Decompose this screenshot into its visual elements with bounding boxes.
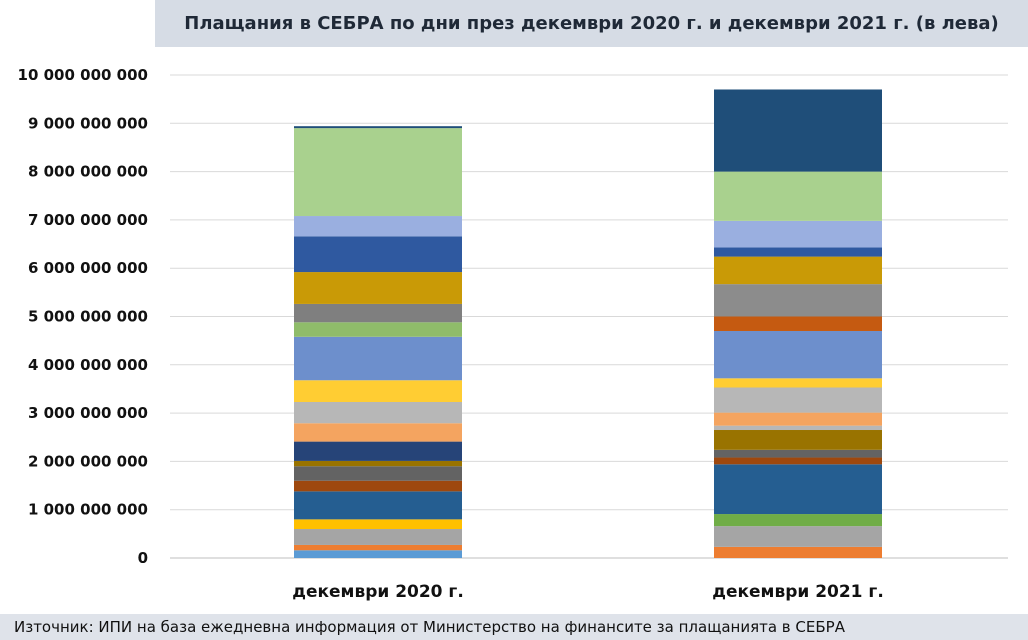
chart-title-bar: Плащания в СЕБРА по дни през декември 20… bbox=[155, 0, 1028, 47]
bar-segment bbox=[714, 316, 882, 331]
bar-segment bbox=[714, 387, 882, 413]
y-tick-label: 9 000 000 000 bbox=[28, 114, 148, 132]
y-tick-label: 5 000 000 000 bbox=[28, 308, 148, 326]
bar-segment bbox=[294, 519, 462, 530]
y-tick-label: 8 000 000 000 bbox=[28, 163, 148, 181]
y-tick-label: 4 000 000 000 bbox=[28, 356, 148, 374]
bar-segment bbox=[294, 550, 462, 558]
stacked-bar-chart: 0 1 000 000 000 2 000 000 000 3 000 000 000… bbox=[18, 66, 1008, 602]
bar-segment bbox=[714, 526, 882, 547]
bar-segment bbox=[294, 126, 462, 129]
bar-segment bbox=[714, 425, 882, 431]
bar-segment bbox=[714, 457, 882, 465]
y-tick-label: 0 bbox=[138, 549, 148, 567]
y-tick-label: 6 000 000 000 bbox=[28, 259, 148, 277]
bar-segment bbox=[714, 256, 882, 285]
bar-segment bbox=[294, 322, 462, 337]
bar-segment bbox=[714, 412, 882, 426]
bar-segment bbox=[714, 449, 882, 458]
y-tick-label: 7 000 000 000 bbox=[28, 211, 148, 229]
chart-title: Плащания в СЕБРА по дни през декември 20… bbox=[184, 13, 999, 34]
source-footer: Източник: ИПИ на база ежедневна информац… bbox=[0, 614, 1028, 640]
x-category-label: декември 2020 г. bbox=[292, 582, 464, 602]
bar-segment bbox=[714, 430, 882, 450]
source-note: Източник: ИПИ на база ежедневна информац… bbox=[14, 618, 845, 636]
bar-segment bbox=[714, 464, 882, 515]
bar-segment bbox=[294, 128, 462, 217]
bar-segment bbox=[714, 220, 882, 248]
bar-segment bbox=[294, 380, 462, 402]
bar-segment bbox=[294, 336, 462, 381]
bar-segment bbox=[294, 303, 462, 323]
bar-segment bbox=[294, 466, 462, 481]
bar-segment bbox=[714, 89, 882, 172]
bar-segment bbox=[294, 423, 462, 442]
bar-segment bbox=[294, 529, 462, 545]
bar-segment bbox=[294, 272, 462, 304]
y-tick-label: 2 000 000 000 bbox=[28, 452, 148, 470]
bar-segment bbox=[714, 284, 882, 317]
x-category-label: декември 2021 г. bbox=[712, 582, 884, 602]
bar-segment bbox=[294, 480, 462, 492]
bar-segment bbox=[294, 401, 462, 424]
y-tick-label: 10 000 000 000 bbox=[18, 66, 148, 84]
bar-segment bbox=[714, 378, 882, 388]
bar-segment bbox=[294, 460, 462, 467]
bar-segment bbox=[294, 491, 462, 520]
bar-segment bbox=[714, 171, 882, 221]
bar-segment bbox=[714, 546, 882, 558]
bar-segment bbox=[294, 544, 462, 551]
bar-segment bbox=[294, 216, 462, 237]
bar-segment bbox=[714, 330, 882, 379]
bar-segment bbox=[294, 441, 462, 461]
y-tick-label: 3 000 000 000 bbox=[28, 404, 148, 422]
bar-segment bbox=[714, 247, 882, 257]
bar-segment bbox=[714, 514, 882, 527]
bar-segment bbox=[294, 236, 462, 273]
y-tick-label: 1 000 000 000 bbox=[28, 501, 148, 519]
